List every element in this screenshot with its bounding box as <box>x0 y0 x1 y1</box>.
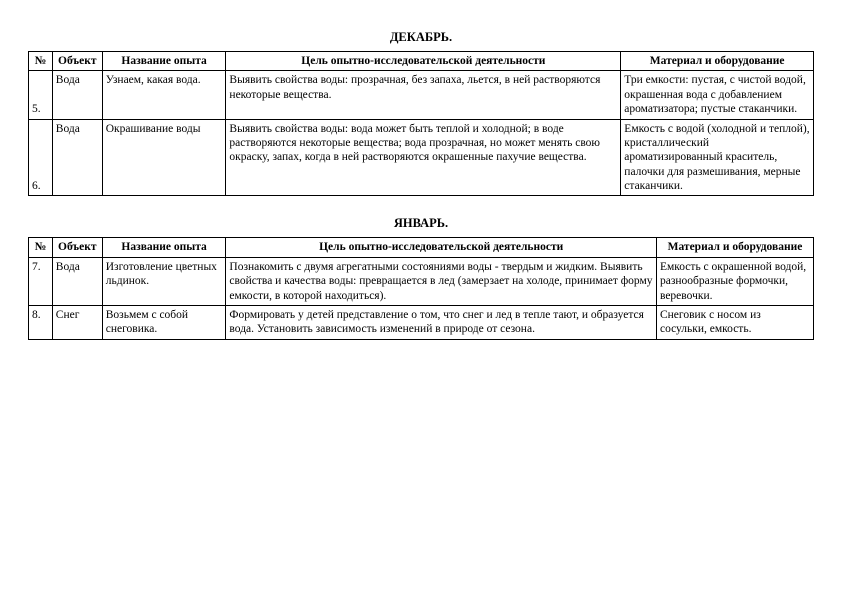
cell-goal: Выявить свойства воды: вода может быть т… <box>226 119 621 196</box>
th-name: Название опыта <box>102 238 226 257</box>
cell-num: 5. <box>29 71 53 119</box>
th-goal: Цель опытно-исследовательской деятельнос… <box>226 238 657 257</box>
th-material: Материал и оборудование <box>621 52 814 71</box>
th-goal: Цель опытно-исследовательской деятельнос… <box>226 52 621 71</box>
th-num: № <box>29 238 53 257</box>
cell-goal: Познакомить с двумя агрегатными состояни… <box>226 257 657 305</box>
cell-num: 6. <box>29 119 53 196</box>
table-december: № Объект Название опыта Цель опытно-иссл… <box>28 51 814 196</box>
table-header-row: № Объект Название опыта Цель опытно-иссл… <box>29 52 814 71</box>
cell-object: Вода <box>52 71 102 119</box>
th-material: Материал и оборудование <box>656 238 813 257</box>
th-num: № <box>29 52 53 71</box>
month-title-january: ЯНВАРЬ. <box>28 216 814 231</box>
th-object: Объект <box>52 238 102 257</box>
cell-material: Емкость с водой (холодной и теплой), кри… <box>621 119 814 196</box>
cell-object: Вода <box>52 119 102 196</box>
cell-name: Узнаем, какая вода. <box>102 71 226 119</box>
cell-name: Возьмем с собой снеговика. <box>102 305 226 339</box>
spacer <box>28 196 814 216</box>
cell-num: 7. <box>29 257 53 305</box>
cell-num: 8. <box>29 305 53 339</box>
table-row: 5. Вода Узнаем, какая вода. Выявить свой… <box>29 71 814 119</box>
table-header-row: № Объект Название опыта Цель опытно-иссл… <box>29 238 814 257</box>
table-january: № Объект Название опыта Цель опытно-иссл… <box>28 237 814 339</box>
table-row: 8. Снег Возьмем с собой снеговика. Форми… <box>29 305 814 339</box>
table-row: 6. Вода Окрашивание воды Выявить свойств… <box>29 119 814 196</box>
table-row: 7. Вода Изготовление цветных льдинок. По… <box>29 257 814 305</box>
th-name: Название опыта <box>102 52 226 71</box>
cell-name: Окрашивание воды <box>102 119 226 196</box>
cell-material: Емкость с окрашенной водой, разнообразны… <box>656 257 813 305</box>
cell-object: Вода <box>52 257 102 305</box>
cell-material: Снеговик с носом из сосульки, емкость. <box>656 305 813 339</box>
cell-goal: Выявить свойства воды: прозрачная, без з… <box>226 71 621 119</box>
month-title-december: ДЕКАБРЬ. <box>28 30 814 45</box>
th-object: Объект <box>52 52 102 71</box>
cell-material: Три емкости: пустая, с чистой водой, окр… <box>621 71 814 119</box>
cell-goal: Формировать у детей представление о том,… <box>226 305 657 339</box>
document-page: ДЕКАБРЬ. № Объект Название опыта Цель оп… <box>0 0 842 360</box>
cell-object: Снег <box>52 305 102 339</box>
cell-name: Изготовление цветных льдинок. <box>102 257 226 305</box>
